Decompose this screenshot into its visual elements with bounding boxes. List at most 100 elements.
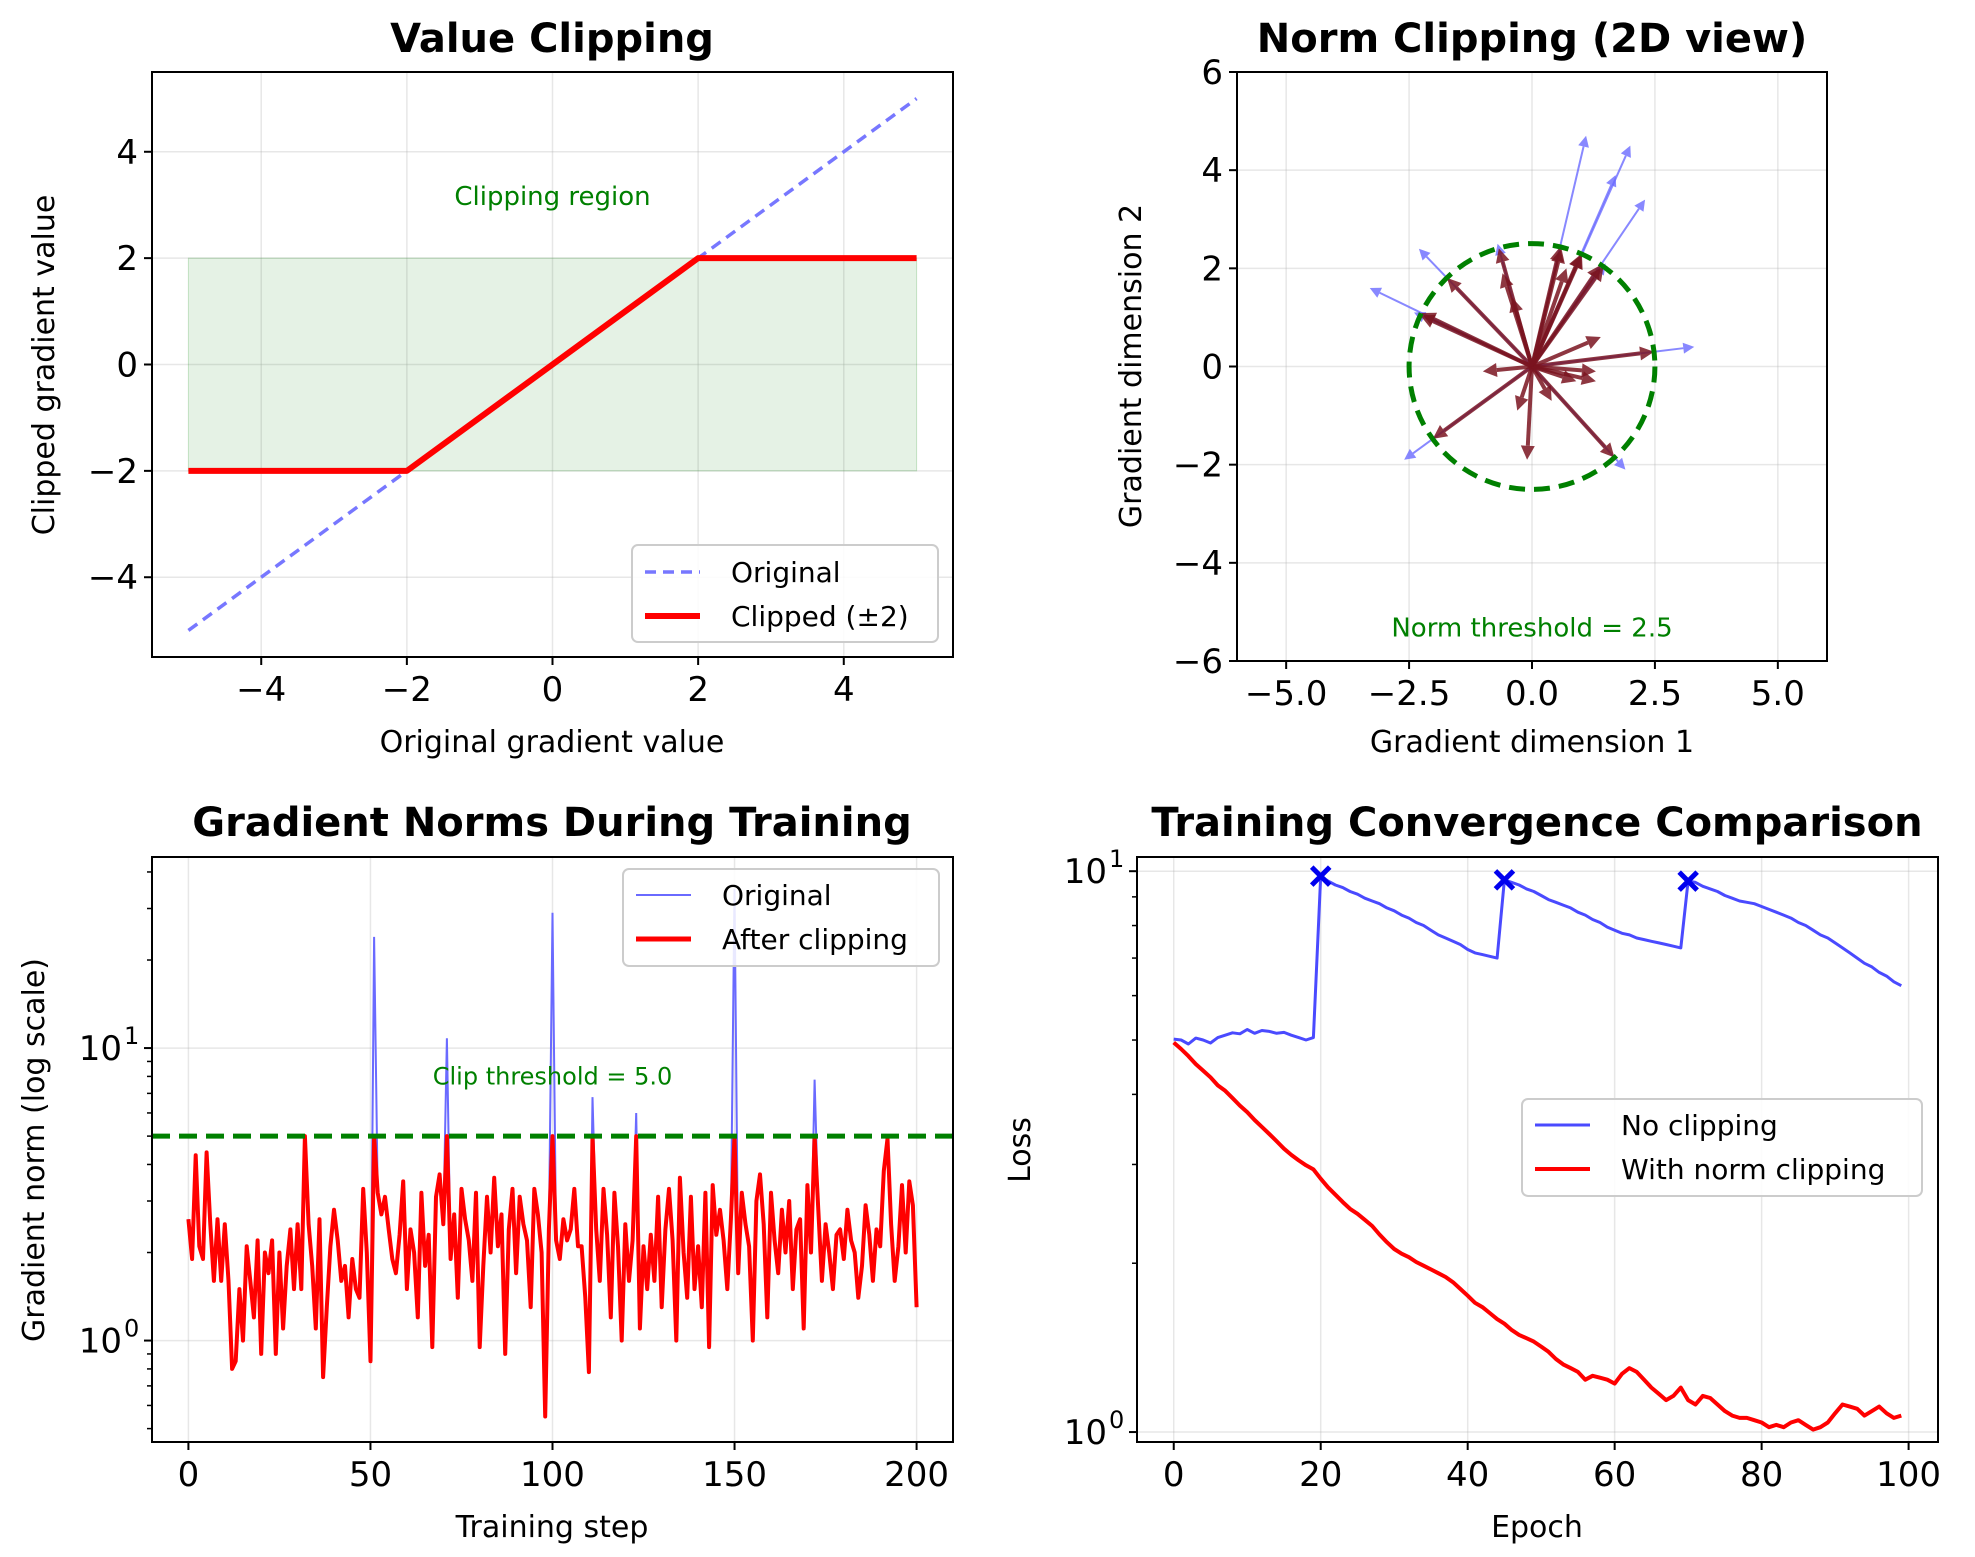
clipped-vector-shaft [1519, 365, 1534, 399]
clipped-vector-shaft [1531, 340, 1589, 369]
clipped-vector-head [1551, 248, 1565, 264]
norm-clipping-ytick-label: 2 [1201, 249, 1223, 289]
clipping-region-label: Clipping region [454, 182, 650, 212]
training-convergence-xtick-label: 100 [1876, 1455, 1941, 1495]
clipped-vector-head [1509, 297, 1523, 314]
clipped-vector-head [1495, 248, 1510, 264]
original-vector-head [1613, 457, 1626, 470]
clipped-vector-head [1432, 424, 1449, 439]
clipped-vector-head [1585, 336, 1601, 349]
clipped-vector-head [1569, 254, 1582, 270]
value-clipping-xtick-label: −4 [236, 670, 286, 710]
gradient-norms-xtick-label: 0 [178, 1455, 200, 1495]
value-clipping-xtick-label: 2 [687, 670, 709, 710]
clip-threshold-label: Clip threshold = 5.0 [433, 1063, 673, 1091]
training-convergence-xtick-label: 20 [1299, 1455, 1342, 1495]
value-clipping-lines [187, 97, 918, 632]
norm-clipping-ylabel: Gradient dimension 2 [1114, 204, 1149, 528]
value-clipping-panel: −4 −2 0 2 4 −4 −2 0 2 4 Value Clipping Original g… [27, 16, 954, 760]
original-vector-head [1578, 135, 1589, 148]
norm-clipping-xtick-label: 0.0 [1505, 674, 1559, 714]
training-convergence-xtick-label: 60 [1593, 1455, 1636, 1495]
spike-marker [1677, 870, 1699, 892]
norm-clipping-ytick-label: 4 [1201, 151, 1223, 191]
norm-clipping-xlabel: Gradient dimension 1 [1370, 725, 1694, 760]
spike-marker [1309, 865, 1332, 887]
value-clipping-ytick-label: −2 [88, 452, 138, 492]
training-convergence-xtick-label: 80 [1740, 1455, 1783, 1495]
training-convergence-legend-box [1521, 1098, 1923, 1197]
training-convergence-legend: No clipping With norm clipping [1521, 1098, 1923, 1197]
clipped-vector-shaft [1530, 365, 1547, 390]
original-vector-head [1682, 342, 1695, 354]
clipped-vector-shaft [1525, 366, 1534, 446]
value-clipping-xtick-label: 4 [833, 670, 855, 710]
gradient-norms-title: Gradient Norms During Training [192, 800, 911, 846]
value-clipping-ytick-label: 0 [116, 346, 138, 386]
norm-clipping-xtick-label: −5.0 [1245, 674, 1328, 714]
with-clipping-loss-line [1172, 1040, 1902, 1432]
gradient-norms-ytick-exponent: 1 [124, 1022, 139, 1050]
clipped-vector-shaft [1530, 276, 1597, 368]
training-convergence-ytick-exponent: 0 [1109, 1406, 1124, 1434]
clipped-vector-shaft [1455, 286, 1534, 368]
norm-clipping-ytick-label: −4 [1173, 544, 1223, 584]
value-clipping-title: Value Clipping [390, 16, 714, 62]
training-convergence-xtick-label: 40 [1446, 1455, 1489, 1495]
clipped-vector-head [1538, 385, 1552, 401]
training-convergence-axes-frame [1136, 856, 1939, 1443]
value-clipping-legend-box [631, 544, 939, 643]
training-convergence-xlabel: Epoch [1491, 1510, 1583, 1545]
training-convergence-ylabel: Loss [1003, 1117, 1038, 1183]
clipped-vector-head [1639, 346, 1655, 361]
clipped-vector-head [1560, 370, 1577, 384]
legend-original-label: Original [731, 556, 841, 589]
gradient-norms-xtick-label: 50 [349, 1455, 392, 1495]
value-clipping-ylabel: Clipped gradient value [27, 195, 62, 536]
clipped-vector-shaft [1531, 351, 1641, 369]
clipped-vector-shaft [1432, 319, 1533, 369]
original-vector-head [1418, 248, 1431, 261]
legend-original-norm-label: Original [722, 879, 832, 912]
no-clipping-loss-line [1173, 874, 1902, 1046]
legend-after-clipping-label: After clipping [722, 923, 908, 956]
value-clipping-xlabel: Original gradient value [380, 725, 725, 760]
original-vector-head [1495, 243, 1506, 256]
clipped-vector-head [1515, 395, 1529, 411]
spike-marker [1493, 869, 1516, 891]
training-convergence-title: Training Convergence Comparison [1151, 800, 1922, 846]
value-clipping-ytick-label: 4 [116, 133, 138, 173]
gradient-norms-xtick-label: 200 [884, 1455, 949, 1495]
norm-clipping-ytick-label: 0 [1201, 348, 1223, 388]
original-vector-head [1620, 145, 1631, 158]
clipped-vector-shaft [1531, 364, 1564, 379]
clipped-vector-shaft [1531, 364, 1583, 373]
clipped-vector-shaft [1530, 280, 1564, 368]
clipped-vector-head [1599, 442, 1615, 458]
spike-markers [1309, 865, 1699, 892]
legend-clipped-label: Clipped (±2) [731, 600, 909, 633]
clipped-vector-head [1555, 268, 1569, 284]
gradient-norms-legend: Original After clipping [622, 868, 940, 967]
clipped-vectors [1420, 247, 1655, 460]
clipped-vector-head [1581, 363, 1596, 378]
training-convergence-xtick-label: 0 [1163, 1455, 1185, 1495]
value-clipping-legend: Original Clipped (±2) [631, 544, 939, 643]
clipped-vector-shaft [1530, 365, 1607, 449]
legend-with-clipping-label: With norm clipping [1621, 1153, 1885, 1186]
norm-clipping-xtick-label: 5.0 [1751, 674, 1805, 714]
norm-threshold-circle [1406, 241, 1658, 492]
gradient-norms-legend-box [622, 868, 940, 967]
clipped-vector-head [1420, 314, 1436, 328]
norm-clipping-ytick-label: −6 [1173, 642, 1223, 682]
value-clipping-xtick-label: 0 [542, 670, 564, 710]
clipped-vector-shaft [1442, 364, 1534, 433]
clipped-vector-head [1482, 363, 1498, 377]
gradient-norms-xlabel: Training step [455, 1510, 649, 1545]
training-convergence-ytick-label: 10 [1064, 1413, 1107, 1453]
value-clipping-xtick-label: −2 [382, 670, 432, 710]
gradient-norms-ytick-label: 10 [79, 1322, 122, 1362]
